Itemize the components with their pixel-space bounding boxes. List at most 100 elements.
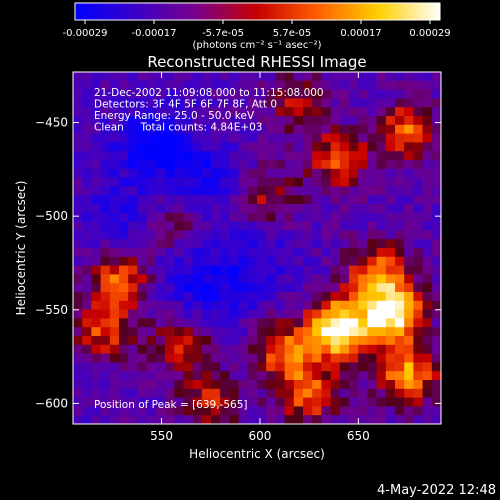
- heatmap-cell: [73, 124, 83, 134]
- heatmap-cell: [431, 388, 442, 398]
- heatmap-cell: [385, 327, 396, 337]
- heatmap-cell: [91, 406, 101, 416]
- heatmap-cell: [165, 142, 175, 152]
- heatmap-cell: [349, 344, 359, 354]
- heatmap-cell: [247, 116, 258, 126]
- heatmap-cell: [431, 300, 442, 310]
- heatmap-cell: [229, 160, 239, 170]
- heatmap-cell: [367, 151, 377, 161]
- heatmap-cell: [312, 230, 322, 240]
- heatmap-cell: [247, 300, 258, 310]
- heatmap-cell: [109, 309, 120, 319]
- heatmap-cell: [119, 230, 129, 240]
- heatmap-cell: [431, 107, 442, 117]
- heatmap-cell: [284, 406, 295, 416]
- heatmap-cell: [109, 300, 120, 310]
- heatmap-cell: [183, 98, 193, 108]
- heatmap-cell: [220, 292, 230, 302]
- heatmap-cell: [395, 98, 405, 108]
- heatmap-cell: [201, 274, 212, 284]
- heatmap-cell: [293, 239, 304, 249]
- heatmap-cell: [211, 283, 221, 293]
- heatmap-cell: [155, 221, 166, 231]
- heatmap-cell: [165, 274, 175, 284]
- heatmap-cell: [339, 353, 350, 363]
- heatmap-cell: [431, 336, 442, 346]
- heatmap-cell: [155, 142, 166, 152]
- heatmap-cell: [82, 380, 92, 390]
- heatmap-cell: [183, 80, 193, 90]
- heatmap-cell: [119, 168, 129, 178]
- heatmap-cell: [404, 292, 414, 302]
- heatmap-cell: [303, 300, 313, 310]
- heatmap-cell: [137, 221, 147, 231]
- heatmap-cell: [330, 212, 341, 222]
- heatmap-cell: [349, 371, 359, 381]
- heatmap-cell: [146, 72, 157, 82]
- heatmap-cell: [100, 265, 111, 275]
- heatmap-cell: [339, 72, 350, 82]
- heatmap-cell: [155, 133, 166, 143]
- heatmap-cell: [312, 353, 322, 363]
- heatmap-cell: [422, 344, 433, 354]
- heatmap-cell: [395, 177, 405, 187]
- heatmap-cell: [183, 204, 193, 214]
- heatmap-cell: [119, 274, 129, 284]
- heatmap-cell: [201, 283, 212, 293]
- heatmap-cell: [431, 344, 442, 354]
- heatmap-cell: [330, 124, 341, 134]
- heatmap-cell: [220, 300, 230, 310]
- heatmap-cell: [211, 327, 221, 337]
- heatmap-cell: [385, 80, 396, 90]
- heatmap-cell: [257, 362, 267, 372]
- heatmap-cell: [100, 133, 111, 143]
- heatmap-cell: [275, 415, 285, 425]
- heatmap-cell: [119, 415, 129, 425]
- heatmap-cell: [257, 274, 267, 284]
- heatmap-cell: [100, 195, 111, 205]
- heatmap-cell: [266, 256, 276, 266]
- heatmap-cell: [385, 142, 396, 152]
- heatmap-cell: [330, 72, 341, 82]
- heatmap-cell: [275, 336, 285, 346]
- heatmap-cell: [312, 160, 322, 170]
- heatmap-cell: [211, 380, 221, 390]
- heatmap-cell: [183, 388, 193, 398]
- heatmap-cell: [109, 116, 120, 126]
- heatmap-cell: [321, 256, 331, 266]
- heatmap-cell: [183, 186, 193, 196]
- heatmap-cell: [413, 388, 423, 398]
- heatmap-cell: [422, 397, 433, 407]
- heatmap-cell: [349, 80, 359, 90]
- heatmap-cell: [82, 248, 92, 258]
- heatmap-cell: [238, 362, 249, 372]
- peak-position-label: Position of Peak = [639,-565]: [94, 399, 248, 411]
- heatmap-cell: [174, 388, 184, 398]
- heatmap-cell: [100, 72, 111, 82]
- heatmap-cell: [155, 177, 166, 187]
- heatmap-cell: [376, 124, 387, 134]
- heatmap-cell: [303, 362, 313, 372]
- heatmap-cell: [82, 212, 92, 222]
- heatmap-cell: [220, 98, 230, 108]
- heatmap-cell: [358, 309, 368, 319]
- heatmap-cell: [266, 124, 276, 134]
- heatmap-cell: [109, 133, 120, 143]
- heatmap-cell: [165, 133, 175, 143]
- heatmap-cell: [128, 142, 138, 152]
- heatmap-cell: [155, 72, 166, 82]
- heatmap-cell: [82, 124, 92, 134]
- heatmap-cell: [257, 327, 267, 337]
- heatmap-cell: [82, 283, 92, 293]
- heatmap-cell: [155, 230, 166, 240]
- heatmap-cell: [293, 89, 304, 99]
- heatmap-cell: [137, 344, 147, 354]
- heatmap-cell: [211, 142, 221, 152]
- heatmap-cell: [100, 124, 111, 134]
- heatmap-cell: [385, 72, 396, 82]
- heatmap-cell: [155, 388, 166, 398]
- heatmap-cell: [367, 186, 377, 196]
- heatmap-cell: [128, 116, 138, 126]
- heatmap-cell: [293, 168, 304, 178]
- heatmap-cell: [247, 406, 258, 416]
